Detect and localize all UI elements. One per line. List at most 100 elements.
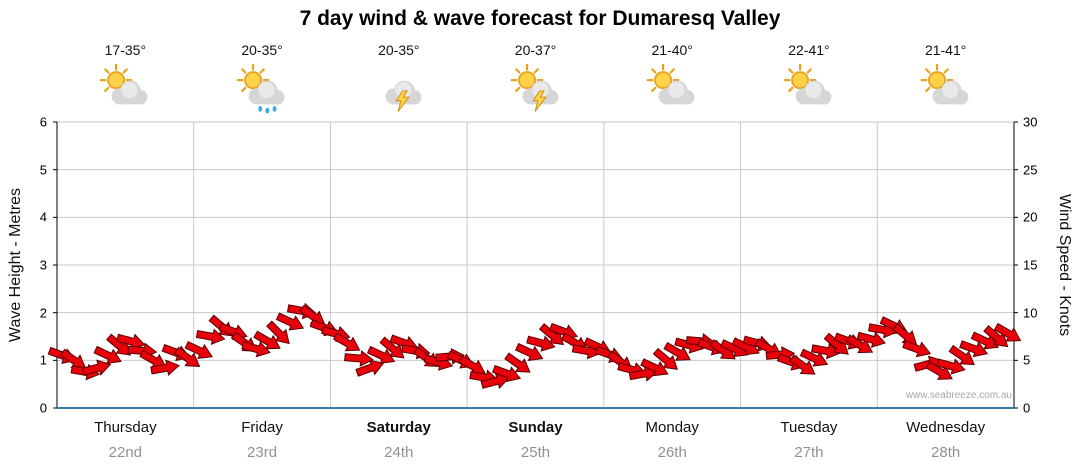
wind-arrow — [355, 359, 385, 377]
wind-arrow — [344, 350, 374, 367]
date-label: 26th — [657, 444, 687, 461]
weather-icon-sun-cloud — [920, 63, 969, 105]
weather-icon-cloud-storm — [385, 80, 422, 112]
wind-arrow — [480, 372, 511, 390]
day-label: Friday — [241, 419, 283, 436]
left-axis-tick: 0 — [39, 400, 47, 416]
wind-arrow — [856, 331, 887, 348]
wind-arrow — [970, 331, 1000, 350]
left-axis-tick: 2 — [39, 305, 47, 321]
day-label: Thursday — [94, 419, 157, 436]
wind-arrow — [983, 325, 1009, 348]
date-label: 22nd — [108, 444, 143, 461]
wind-arrow — [492, 364, 522, 383]
left-axis-tick: 5 — [39, 162, 47, 178]
left-axis-tick: 1 — [39, 352, 47, 368]
weather-icon — [917, 63, 975, 121]
wind-arrow — [948, 344, 975, 366]
weather-icon — [643, 63, 701, 121]
rain-drops — [258, 105, 277, 114]
cloud — [111, 80, 148, 105]
cloud — [932, 80, 969, 105]
wind-arrow — [936, 358, 966, 375]
wind-arrow — [993, 322, 1022, 342]
wind-arrow — [266, 320, 290, 345]
cloud — [248, 80, 285, 105]
left-axis-title: Wave Height - Metres — [7, 187, 24, 343]
wind-arrow — [925, 361, 953, 380]
lightning-bolt — [395, 90, 410, 112]
weather-icon-sun-cloud-storm — [510, 63, 558, 112]
lightning-bolt — [531, 90, 547, 112]
sun — [107, 71, 126, 90]
day-label: Sunday — [508, 419, 563, 436]
wind-arrow — [526, 335, 556, 352]
wind-arrow — [275, 312, 305, 331]
day-label: Tuesday — [780, 419, 838, 436]
wind-arrow — [504, 352, 531, 373]
right-axis-tick: 25 — [1023, 162, 1038, 178]
weather-icon — [233, 63, 291, 121]
right-axis-tick: 15 — [1023, 257, 1038, 273]
right-axis-title: Wind Speed - Knots — [1056, 193, 1073, 337]
wind-arrow — [81, 359, 112, 376]
wind-arrow — [173, 346, 201, 367]
wind-arrow — [538, 323, 565, 346]
cloud — [795, 80, 832, 105]
weather-icon — [96, 63, 154, 121]
wind-arrow — [150, 359, 180, 377]
sun — [654, 71, 673, 90]
wind-arrow — [195, 328, 226, 346]
day-label: Monday — [645, 419, 699, 436]
wind-arrow — [253, 330, 281, 350]
right-axis-tick: 30 — [1023, 114, 1038, 130]
left-axis-tick: 4 — [39, 209, 47, 225]
left-axis-tick: 3 — [39, 257, 47, 273]
wind-arrow — [789, 354, 816, 375]
wind-arrow — [514, 342, 544, 361]
right-axis-tick: 10 — [1023, 305, 1038, 321]
wind-arrow — [845, 334, 874, 354]
sun — [517, 71, 536, 90]
wind-arrow — [811, 342, 841, 360]
wind-arrow — [902, 340, 932, 358]
date-label: 27th — [794, 444, 824, 461]
temperature-range: 20-35° — [378, 42, 420, 58]
wind-arrow — [332, 332, 361, 352]
date-label: 24th — [384, 444, 414, 461]
wind-arrow — [184, 341, 213, 360]
temperature-range: 20-37° — [514, 42, 557, 58]
cloud — [658, 80, 695, 105]
right-axis-tick: 0 — [1023, 400, 1031, 416]
temperature-range: 21-40° — [651, 42, 693, 58]
watermark: www.seabreeze.com.au — [905, 390, 1012, 401]
wind-arrow — [93, 345, 122, 364]
weather-icon — [370, 64, 428, 121]
weather-icon — [780, 63, 838, 121]
wind-arrow — [106, 333, 132, 356]
sun — [790, 71, 809, 90]
left-axis-tick: 6 — [39, 114, 47, 130]
date-label: 23rd — [247, 444, 278, 461]
wind-arrow — [640, 358, 669, 377]
day-label: Saturday — [366, 419, 431, 436]
wind-arrow — [959, 340, 989, 358]
wind-arrow — [379, 336, 405, 359]
weather-icon-sun-cloud — [100, 63, 148, 105]
weather-icon-sun-cloud — [783, 63, 832, 105]
wind-arrow — [663, 341, 691, 361]
wind-arrow — [366, 345, 396, 364]
temperature-range: 21-41° — [924, 42, 967, 58]
weather-icon-sun-cloud — [646, 63, 695, 105]
right-axis-tick: 5 — [1023, 352, 1031, 368]
day-label: Wednesday — [906, 419, 986, 436]
temperature-range: 20-35° — [241, 42, 283, 58]
temperature-range: 17-35° — [104, 42, 147, 58]
temperature-range: 22-41° — [788, 42, 830, 58]
wind-arrow — [241, 341, 271, 358]
date-label: 25th — [520, 444, 551, 461]
date-label: 28th — [931, 444, 961, 461]
page-title: 7 day wind & wave forecast for Dumaresq … — [299, 7, 781, 30]
wind-arrow — [823, 332, 849, 355]
weather-icon-sun-cloud-rain — [236, 63, 285, 114]
